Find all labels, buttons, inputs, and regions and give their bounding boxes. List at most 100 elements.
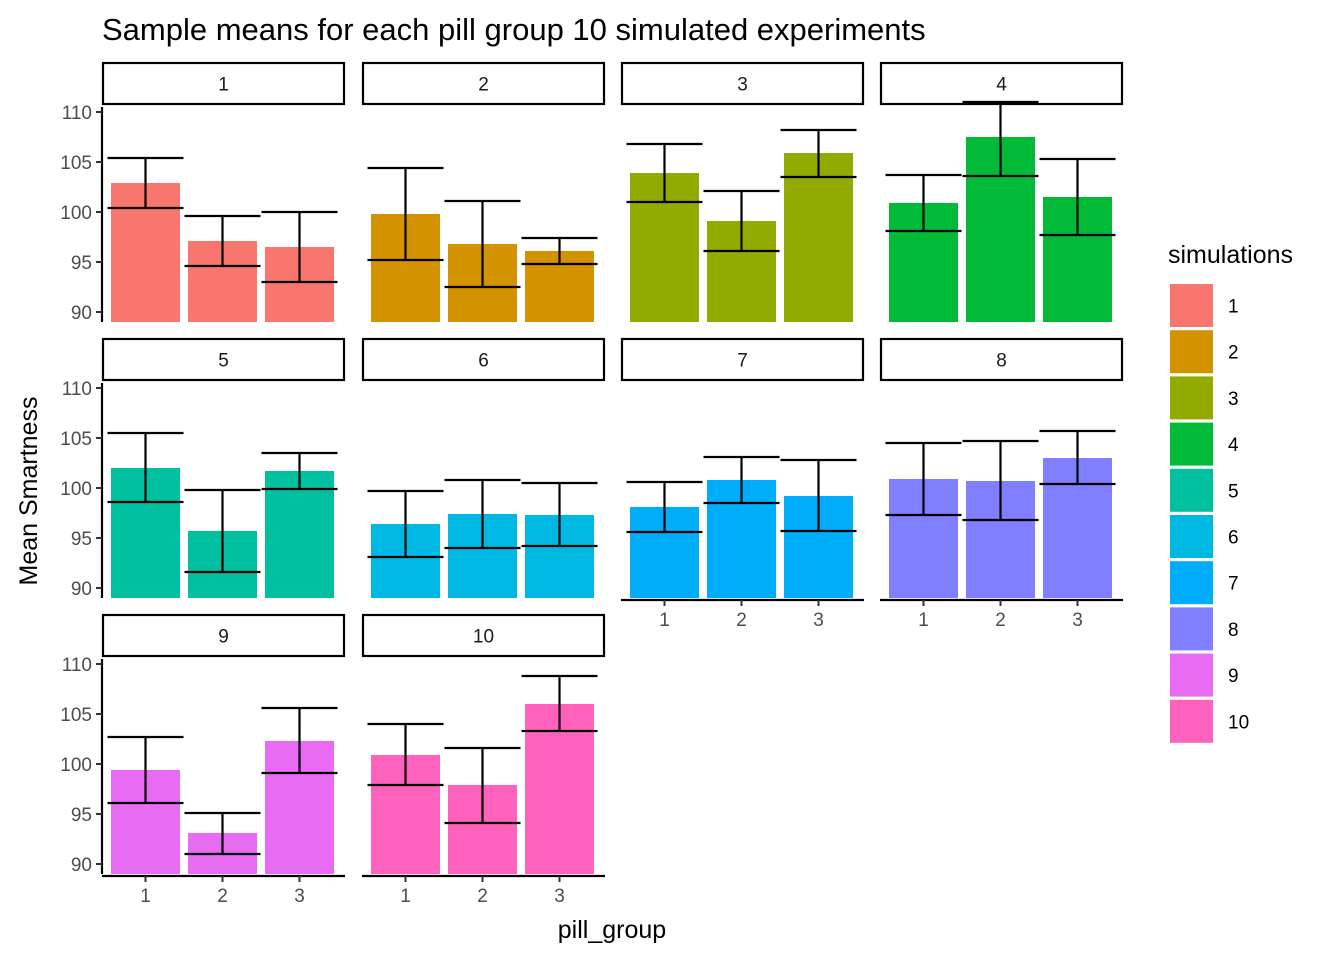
- x-tick-label: 3: [1072, 610, 1083, 631]
- y-axis-title: Mean Smartness: [15, 397, 43, 586]
- bar: [784, 153, 853, 322]
- y-tick-label: 95: [71, 253, 92, 274]
- x-tick-label: 1: [140, 886, 151, 907]
- facet-strip: [361, 61, 606, 106]
- error-bar: [367, 489, 444, 559]
- legend-item-7: 7: [1170, 561, 1239, 605]
- legend-label: 8: [1228, 620, 1239, 641]
- error-bar: [107, 431, 184, 504]
- error-bar: [261, 706, 338, 775]
- facet-strip-label: 2: [478, 75, 489, 96]
- legend-item-10: 10: [1170, 699, 1249, 743]
- y-tick-label: 100: [60, 755, 92, 776]
- error-bar: [780, 128, 857, 179]
- legend-item-8: 8: [1170, 607, 1239, 651]
- x-tick-label: 3: [294, 886, 305, 907]
- facet-strip: [101, 61, 346, 106]
- facet-strip: [101, 613, 346, 658]
- facet-strip: [879, 337, 1124, 382]
- y-tick-label: 95: [71, 805, 92, 826]
- legend-label: 5: [1228, 481, 1239, 502]
- legend-swatch: [1170, 699, 1213, 743]
- x-tick-label: 2: [217, 886, 228, 907]
- legend-swatch: [1170, 515, 1213, 558]
- facet-strip: [620, 337, 865, 382]
- facet-panel-7: 7 1 2 3: [620, 337, 865, 631]
- x-tick-label: 2: [736, 610, 747, 631]
- y-tick-label: 105: [60, 705, 92, 726]
- legend-swatch: [1170, 330, 1213, 374]
- x-tick-label: 1: [400, 886, 411, 907]
- facet-panel-1: 1 90 95 100 105 110: [60, 61, 346, 324]
- legend-item-5: 5: [1170, 468, 1239, 512]
- error-bar: [703, 189, 780, 253]
- error-bar: [261, 210, 338, 284]
- facet-strip-label: 10: [473, 627, 494, 648]
- error-bar: [367, 166, 444, 262]
- error-bar: [521, 481, 598, 548]
- legend-label: 1: [1228, 297, 1239, 318]
- facet-strip-label: 1: [218, 75, 229, 96]
- facet-strip-label: 6: [478, 351, 489, 372]
- facet-strip-label: 9: [218, 627, 229, 648]
- x-tick-label: 1: [918, 610, 929, 631]
- legend-title: simulations: [1168, 241, 1293, 269]
- error-bar: [107, 156, 184, 210]
- facet-strip: [101, 337, 346, 382]
- facet-strip-label: 5: [218, 351, 229, 372]
- legend-swatch: [1170, 653, 1213, 697]
- y-tick-label: 100: [60, 479, 92, 500]
- y-tick-label: 105: [60, 153, 92, 174]
- error-bar: [444, 478, 521, 550]
- bar: [265, 471, 334, 598]
- facet-panel-8: 8 1 2 3: [879, 337, 1124, 631]
- facet-strip: [879, 61, 1124, 106]
- y-tick-label: 100: [60, 203, 92, 224]
- facet-strip: [620, 61, 865, 106]
- x-tick-label: 2: [477, 886, 488, 907]
- x-tick-label: 2: [995, 610, 1006, 631]
- error-bar: [962, 100, 1039, 178]
- y-tick-label: 105: [60, 429, 92, 450]
- y-tick-label: 110: [62, 103, 92, 124]
- legend-label: 3: [1228, 389, 1239, 410]
- legend-label: 7: [1228, 574, 1239, 595]
- facet-strip-label: 7: [737, 351, 748, 372]
- error-bar: [1039, 157, 1116, 237]
- legend-label: 2: [1228, 343, 1239, 364]
- legend-item-2: 2: [1170, 330, 1239, 374]
- facet-strip-label: 3: [737, 75, 748, 96]
- error-bar: [626, 142, 703, 204]
- error-bar: [184, 488, 261, 574]
- legend-item-3: 3: [1170, 376, 1239, 420]
- error-bar: [703, 455, 780, 505]
- error-bar: [367, 722, 444, 787]
- legend-swatch: [1170, 468, 1213, 512]
- x-tick-label: 1: [659, 610, 670, 631]
- facet-strip: [361, 613, 606, 658]
- error-bar: [962, 439, 1039, 522]
- bar: [525, 704, 594, 874]
- legend-item-1: 1: [1170, 284, 1239, 327]
- facet-strip: [361, 337, 606, 382]
- legend-swatch: [1170, 422, 1213, 466]
- chart-title: Sample means for each pill group 10 simu…: [102, 12, 926, 47]
- error-bar: [444, 199, 521, 289]
- legend-swatch: [1170, 607, 1213, 651]
- facet-panel-2: 2: [361, 61, 606, 322]
- facet-strip-label: 8: [996, 351, 1007, 372]
- legend-label: 9: [1228, 666, 1239, 687]
- error-bar: [521, 236, 598, 266]
- legend-swatch: [1170, 376, 1213, 420]
- x-axis-title: pill_group: [558, 916, 666, 944]
- legend-label: 6: [1228, 528, 1239, 549]
- facet-panel-4: 4: [879, 61, 1124, 322]
- y-tick-label: 110: [62, 379, 92, 400]
- x-tick-label: 3: [554, 886, 565, 907]
- y-tick-label: 90: [71, 855, 92, 876]
- error-bar: [1039, 429, 1116, 486]
- facet-panel-10: 10 1 2 3: [361, 613, 606, 907]
- facet-strip-label: 4: [996, 75, 1007, 96]
- error-bar: [184, 214, 261, 268]
